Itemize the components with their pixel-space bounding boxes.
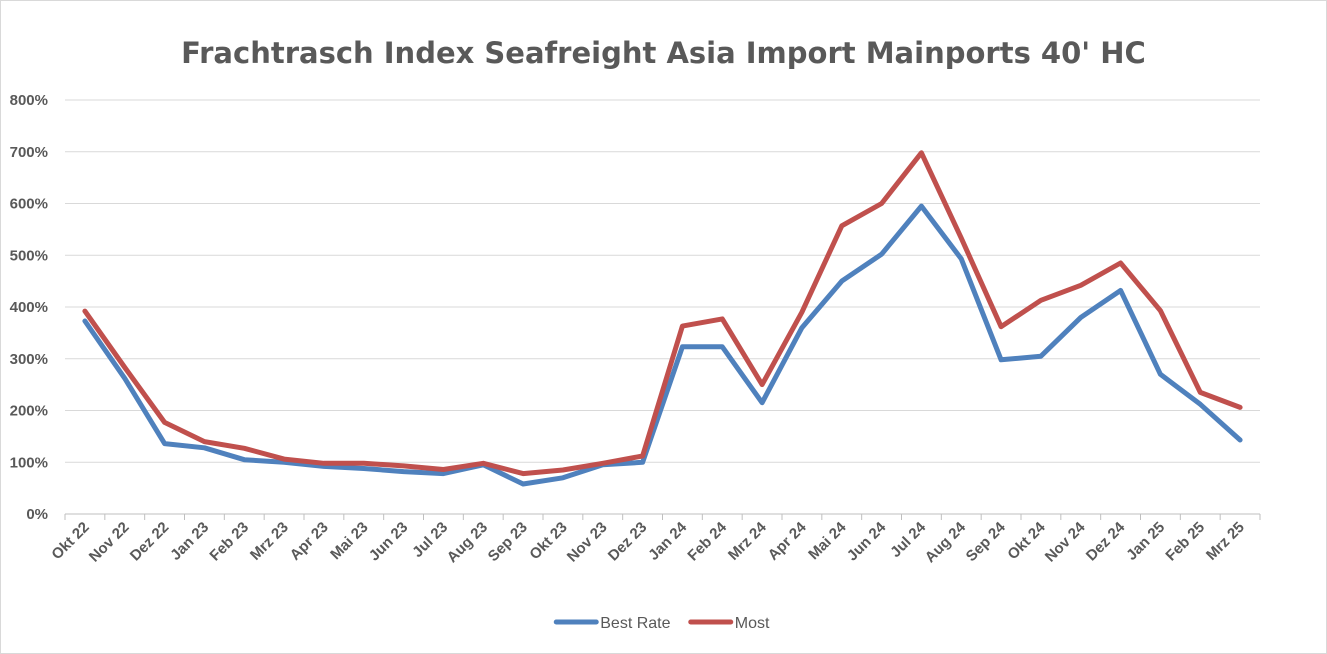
x-tick-label: Apr 23 (287, 519, 332, 564)
x-tick-label: Okt 23 (526, 519, 570, 563)
y-tick-label: 600% (10, 196, 48, 213)
y-tick-label: 100% (10, 454, 48, 471)
x-tick-label: Feb 24 (684, 518, 730, 564)
x-tick-label: Feb 23 (206, 519, 252, 565)
y-tick-label: 200% (10, 403, 48, 420)
x-tick-label: Sep 23 (485, 519, 531, 565)
x-tick-label: Aug 24 (922, 518, 970, 566)
series-line-most (82, 150, 1243, 477)
y-tick-label: 0% (26, 506, 48, 523)
legend-label-best-rate: Best Rate (600, 615, 670, 632)
y-tick-label: 500% (10, 247, 48, 264)
x-tick-label: Apr 24 (765, 518, 810, 563)
x-tick-label: Mrz 23 (247, 519, 292, 564)
x-tick-label: Nov 23 (564, 519, 611, 566)
x-tick-label: Mrz 24 (725, 518, 770, 563)
y-tick-label: 400% (10, 299, 48, 316)
x-tick-label: Jan 24 (645, 518, 691, 564)
x-tick-label: Dez 23 (605, 519, 651, 565)
x-tick-label: Nov 22 (86, 519, 133, 566)
x-tick-label: Nov 24 (1042, 518, 1089, 565)
x-tick-label: Feb 25 (1162, 519, 1208, 565)
x-tick-label: Mrz 25 (1203, 519, 1248, 564)
x-tick-label: Sep 24 (963, 518, 1010, 565)
x-tick-label: Okt 22 (48, 519, 92, 563)
legend-label-most: Most (735, 615, 770, 632)
x-tick-label: Dez 22 (127, 519, 173, 565)
y-tick-label: 700% (10, 144, 48, 161)
x-tick-label: Jan 25 (1123, 519, 1168, 564)
x-tick-label: Jun 24 (844, 518, 890, 564)
x-tick-label: Aug 23 (444, 519, 491, 566)
y-tick-label: 300% (10, 351, 48, 368)
x-tick-label: Dez 24 (1083, 518, 1129, 564)
x-tick-label: Mai 24 (805, 518, 850, 563)
x-tick-label: Okt 24 (1004, 518, 1049, 563)
series-line-best-rate (82, 203, 1243, 487)
x-tick-label: Mai 23 (327, 519, 371, 563)
chart-title: Frachtrasch Index Seafreight Asia Import… (181, 36, 1146, 70)
x-tick-label: Jun 23 (366, 519, 412, 565)
x-tick-label: Jan 23 (167, 519, 212, 564)
y-tick-label: 800% (10, 92, 48, 109)
